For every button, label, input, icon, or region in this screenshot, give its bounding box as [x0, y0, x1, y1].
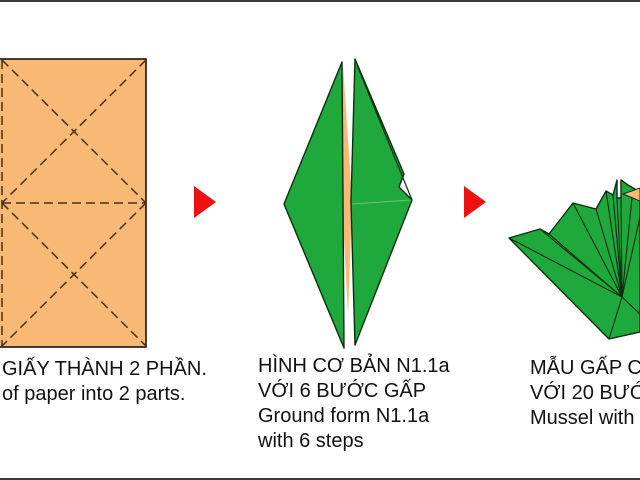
paper-crease-pattern — [0, 58, 147, 348]
ground-form-shape — [283, 58, 413, 349]
mussel-model-shape — [508, 179, 640, 340]
paper-backside-slit — [342, 64, 352, 316]
step2-caption-line-vi-2: VỚI 6 BƯỚC GẤP — [258, 380, 427, 402]
fold-lines — [0, 59, 147, 347]
next-step-arrow-icon — [464, 186, 486, 218]
flap-crease-line — [356, 64, 413, 201]
step3-caption-line-en: Mussel with 2 — [530, 407, 640, 429]
step1-caption: GIẤY THÀNH 2 PHẦN. of paper into 2 parts… — [2, 357, 207, 407]
paper-backside-flap — [621, 187, 640, 202]
soft-crease-line — [351, 199, 412, 205]
fan-pleat-lines — [508, 190, 640, 340]
diamond-left-half — [283, 61, 345, 349]
fold-line-diagonal — [1, 59, 147, 204]
step2-caption-line-en-1: Ground form N1.1a — [258, 405, 430, 427]
step3-caption-line-vi-2: VỚI 20 BƯỚC — [530, 382, 640, 404]
step1-caption-line-en: of paper into 2 parts. — [2, 383, 186, 405]
step3-caption: MẪU GẤP CO VỚI 20 BƯỚC Mussel with 2 — [530, 356, 640, 431]
step2-caption-line-vi-1: HÌNH CƠ BẢN N1.1a — [258, 355, 450, 377]
fan-body — [508, 179, 640, 340]
step2-caption: HÌNH CƠ BẢN N1.1a VỚI 6 BƯỚC GẤP Ground … — [258, 354, 450, 454]
step2-caption-line-en-2: with 6 steps — [258, 430, 364, 452]
step1-caption-line-vi: GIẤY THÀNH 2 PHẦN. — [2, 358, 207, 380]
fold-line-diagonal — [1, 202, 147, 347]
step3-caption-line-vi-1: MẪU GẤP CO — [530, 357, 640, 379]
next-step-arrow-icon — [194, 186, 216, 218]
